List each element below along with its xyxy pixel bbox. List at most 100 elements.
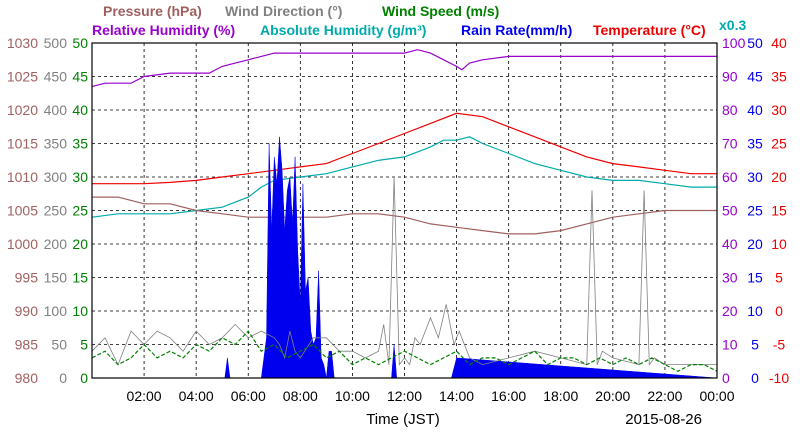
x-tick-label: 12:00 — [387, 388, 422, 404]
tick-rain: 5 — [751, 337, 759, 353]
tick-wind-speed: 5 — [80, 337, 88, 353]
legend-relative-humidity: Relative Humidity (%) — [92, 22, 235, 38]
tick-rain: 50 — [747, 35, 763, 51]
legend-rain-rate: Rain Rate(mm/h) — [461, 22, 572, 38]
x-tick-label: 06:00 — [231, 388, 266, 404]
x-tick-label: 20:00 — [595, 388, 630, 404]
tick-rain: 45 — [747, 69, 763, 85]
tick-rain: 25 — [747, 203, 763, 219]
tick-wind-speed: 0 — [80, 370, 88, 386]
tick-temp: 5 — [775, 270, 783, 286]
tick-wind-dir: 0 — [59, 370, 67, 386]
tick-rain: 0 — [751, 370, 759, 386]
tick-wind-speed: 35 — [72, 136, 88, 152]
legend-wind-direction: Wind Direction (°) — [225, 3, 342, 19]
tick-wind-speed: 40 — [72, 102, 88, 118]
tick-rh: 50 — [722, 203, 738, 219]
tick-wind-dir: 450 — [44, 69, 68, 85]
tick-wind-speed: 15 — [72, 270, 88, 286]
tick-pressure: 1015 — [7, 136, 38, 152]
tick-wind-dir: 300 — [44, 169, 68, 185]
tick-rh: 10 — [722, 337, 738, 353]
x-tick-label: 18:00 — [543, 388, 578, 404]
tick-rh: 20 — [722, 303, 738, 319]
left-axes: 9809859909951000100510101015102010251030… — [7, 35, 88, 386]
tick-wind-speed: 30 — [72, 169, 88, 185]
legend-temperature: Temperature (°C) — [593, 22, 706, 38]
tick-wind-dir: 150 — [44, 270, 68, 286]
x-tick-label: 04:00 — [179, 388, 214, 404]
tick-temp: -10 — [769, 370, 789, 386]
tick-wind-dir: 500 — [44, 35, 68, 51]
tick-pressure: 1005 — [7, 203, 38, 219]
tick-rain: 35 — [747, 136, 763, 152]
tick-rh: 30 — [722, 270, 738, 286]
tick-pressure: 995 — [15, 270, 39, 286]
tick-wind-dir: 250 — [44, 203, 68, 219]
tick-temp: 35 — [771, 69, 787, 85]
x-tick-label: 16:00 — [491, 388, 526, 404]
tick-wind-speed: 10 — [72, 303, 88, 319]
tick-wind-speed: 50 — [72, 35, 88, 51]
tick-pressure: 980 — [15, 370, 39, 386]
tick-wind-speed: 20 — [72, 236, 88, 252]
series-pressure-line — [92, 196, 717, 235]
series-wind-dir-line — [91, 176, 717, 366]
tick-pressure: 1030 — [7, 35, 38, 51]
tick-pressure: 1010 — [7, 169, 38, 185]
tick-rh: 40 — [722, 236, 738, 252]
tick-temp: 25 — [771, 136, 787, 152]
tick-pressure: 1025 — [7, 69, 38, 85]
tick-wind-dir: 400 — [44, 102, 68, 118]
tick-temp: 15 — [771, 203, 787, 219]
series-temp-line — [92, 112, 717, 185]
tick-rh: 60 — [722, 169, 738, 185]
tick-temp: 40 — [771, 35, 787, 51]
tick-temp: 0 — [775, 303, 783, 319]
tick-rh: 100 — [722, 35, 746, 51]
tick-pressure: 1000 — [7, 236, 38, 252]
plot-frame — [91, 42, 718, 379]
x-axis-label: Time (JST) — [366, 411, 440, 428]
tick-wind-dir: 350 — [44, 136, 68, 152]
series-rh-line — [91, 49, 717, 88]
tick-rh: 0 — [722, 370, 730, 386]
tick-wind-dir: 50 — [51, 337, 67, 353]
series-wind-speed-line — [91, 330, 718, 372]
legend-absolute-humidity: Absolute Humidity (g/m³) — [260, 22, 426, 38]
series-ah-line — [91, 136, 717, 218]
tick-rh: 80 — [722, 102, 738, 118]
tick-pressure: 985 — [15, 337, 39, 353]
tick-wind-speed: 45 — [72, 69, 88, 85]
tick-temp: 10 — [771, 236, 787, 252]
x-tick-label: 22:00 — [647, 388, 682, 404]
chart-header: Pressure (hPa) Wind Direction (°) Wind S… — [92, 3, 746, 38]
tick-rain: 10 — [747, 303, 763, 319]
x-tick-label: 08:00 — [283, 388, 318, 404]
tick-temp: -5 — [773, 337, 786, 353]
x-axis-ticks: 02:00 04:00 06:00 08:00 10:00 12:00 14:00 16:00… — [127, 388, 735, 404]
tick-rain: 40 — [747, 102, 763, 118]
right-axes: 0102030405060708090100051015202530354045… — [722, 35, 789, 386]
legend-wind-speed: Wind Speed (m/s) — [382, 3, 499, 19]
x-tick-label: 02:00 — [127, 388, 162, 404]
chart-date: 2015-08-26 — [625, 411, 702, 428]
tick-wind-dir: 100 — [44, 303, 68, 319]
legend-pressure: Pressure (hPa) — [103, 3, 202, 19]
tick-rain: 20 — [747, 236, 763, 252]
tick-rh: 70 — [722, 136, 738, 152]
tick-temp: 30 — [771, 102, 787, 118]
tick-temp: 20 — [771, 169, 787, 185]
plot-border — [91, 42, 718, 379]
x-tick-label: 00:00 — [699, 388, 734, 404]
x-tick-label: 10:00 — [335, 388, 370, 404]
absolute-humidity-scale-label: x0.3 — [719, 17, 746, 33]
tick-pressure: 1020 — [7, 102, 38, 118]
tick-rain: 15 — [747, 270, 763, 286]
x-tick-label: 14:00 — [439, 388, 474, 404]
tick-pressure: 990 — [15, 303, 39, 319]
tick-wind-speed: 25 — [72, 203, 88, 219]
tick-rh: 90 — [722, 69, 738, 85]
tick-wind-dir: 200 — [44, 236, 68, 252]
